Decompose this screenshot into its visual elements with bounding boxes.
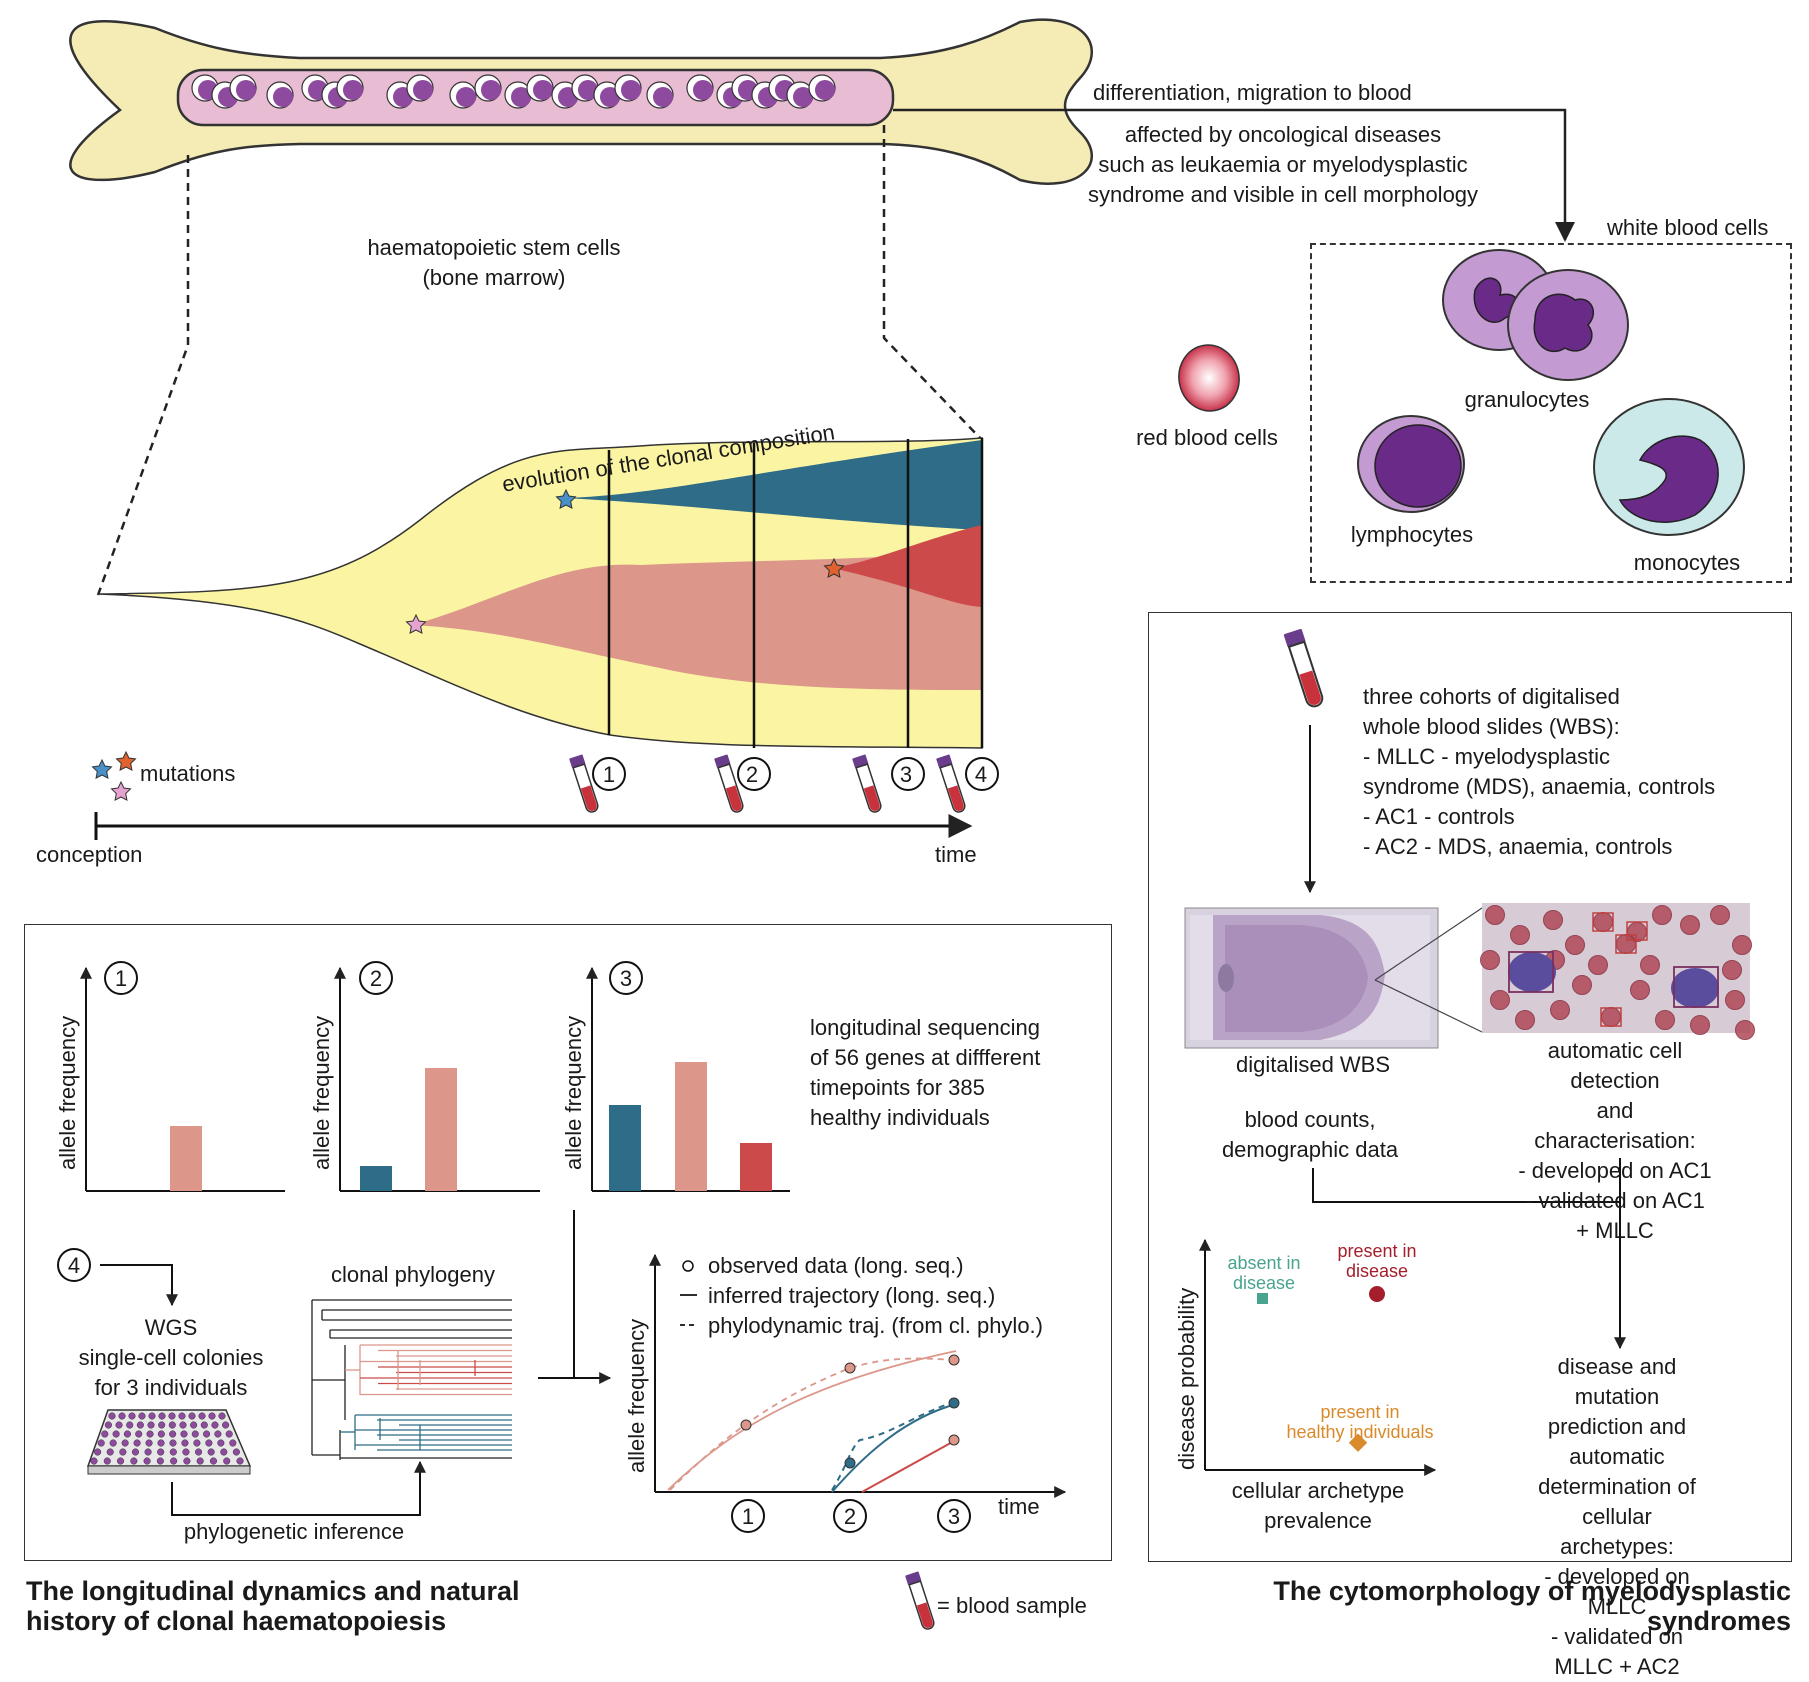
chart2-number: 2 [369,966,383,991]
lymphocytes-label: lymphocytes [1350,522,1474,547]
salmon-clone [413,550,982,690]
cell-detection-image [1480,903,1755,1040]
granulocyte-cells [1442,249,1629,381]
wgs-label: WGS single-cell colonies for 3 individua… [78,1315,264,1400]
trajectory-tick-1: 1 [741,1504,755,1529]
phylo-inference-label: phylogenetic inference [183,1519,405,1544]
archetype-scatter [1199,1238,1437,1476]
time-label: time [935,842,977,867]
cohorts-text: three cohorts of digitalised whole blood… [1363,684,1716,859]
monocyte-cell [1593,398,1745,536]
clonal-evolution-plot [97,437,984,749]
phylogeny-label: clonal phylogeny [331,1262,495,1287]
trajectory-tick-3: 3 [947,1504,961,1529]
stem-cell [474,74,502,102]
sample-num-1: 1 [602,762,616,787]
stem-cell [229,74,257,102]
stem-cell [336,74,364,102]
white-blood-cells-box [1310,243,1792,583]
stem-cell [808,74,836,102]
white-blood-cells-title: white blood cells [1607,215,1769,240]
absent-in-disease: absent in disease [1227,1253,1301,1293]
migration-label: differentiation, migration to blood [1093,80,1412,105]
chart1-number: 1 [114,966,128,991]
wbs-slide-image [1184,907,1439,1049]
wbs-label: digitalised WBS [1235,1052,1391,1077]
stem-cell [266,81,294,109]
scatter-ylabel: disease probability [1174,1287,1199,1470]
trajectory-tick-2: 2 [843,1504,857,1529]
sample-num-4: 4 [974,762,988,787]
clonal-haematopoiesis-panel [24,924,1112,1561]
red-blood-cell [1178,344,1240,412]
stem-cell [786,81,814,109]
detection-text: automatic cell detection and characteris… [1518,1038,1712,1243]
lymphocyte-cell [1357,415,1465,513]
conception-label: conception [36,842,143,867]
stem-cell-label: haematopoietic stem cells (bone marrow) [367,235,621,290]
granulocytes-label: granulocytes [1464,387,1590,412]
stem-cell [504,81,532,109]
chart3-ylabel: allele frequency [561,1015,586,1170]
stem-cell [571,74,599,102]
stem-cell [526,74,554,102]
stem-cell [406,74,434,102]
counts-text: blood counts, demographic data [1221,1107,1399,1162]
monocytes-label: monocytes [1633,550,1741,575]
mutations-label: mutations [140,761,236,786]
left-panel-title: The longitudinal dynamics and natural hi… [26,1576,520,1636]
present-in-disease: present in disease [1337,1241,1417,1281]
bone-illustration [69,18,1093,185]
sequencing-text: longitudinal sequencing of 56 genes at d… [810,1015,1041,1130]
chart2-ylabel: allele frequency [309,1015,334,1170]
trajectory-xlabel: time [998,1494,1040,1519]
teal-clone [564,440,982,530]
step4-number: 4 [67,1253,81,1278]
cytomorphology-panel [1148,612,1792,1562]
well-plate [86,1409,252,1475]
present-in-healthy: present in healthy individuals [1286,1402,1434,1442]
chart1-ylabel: allele frequency [55,1015,80,1170]
stem-cell [646,81,674,109]
trajectory-ylabel: allele frequency [624,1318,649,1473]
stem-cell [449,81,477,109]
trajectory-chart [649,1253,1067,1498]
stem-cell [686,74,714,102]
stem-cells [191,74,836,109]
sample-num-3: 3 [899,762,913,787]
blood-sample-legend: = blood sample [937,1593,1087,1618]
legend-inferred: inferred trajectory (long. seq.) [708,1283,996,1308]
disease-note: affected by oncological diseases such as… [1087,122,1479,207]
legend-observed: observed data (long. seq.) [708,1253,964,1278]
allele-frequency-charts [80,966,790,1192]
right-panel-title: The cytomorphology of myelodysplastic sy… [1273,1576,1791,1636]
sample-markers [568,753,999,815]
stem-cell [614,74,642,102]
sample-num-2: 2 [745,762,759,787]
scatter-xlabel: cellular archetype prevalence [1231,1478,1405,1533]
clonal-phylogeny-tree [311,1299,512,1460]
red-blood-cells-label: red blood cells [1136,425,1278,450]
chart3-number: 3 [619,966,633,991]
legend-phylodynamic: phylodynamic traj. (from cl. phylo.) [708,1313,1043,1338]
